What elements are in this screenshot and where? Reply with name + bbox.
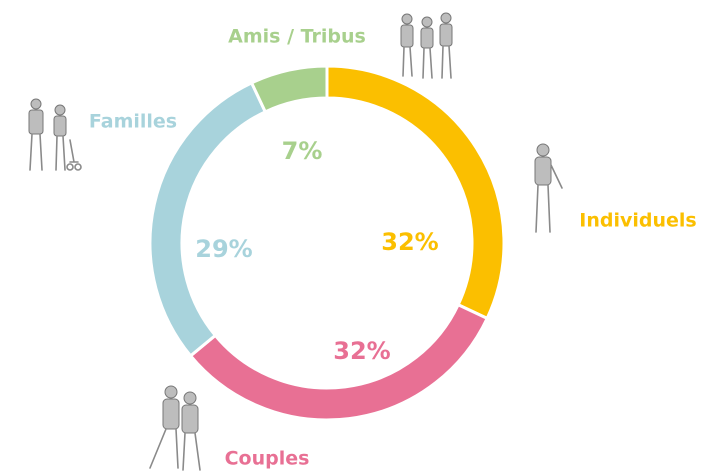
illustration-couple — [149, 385, 201, 471]
value-label: 29% — [195, 235, 252, 263]
category-label: Couples — [225, 448, 310, 470]
category-label: Individuels — [579, 210, 696, 232]
category-label: Amis / Tribus — [228, 26, 366, 48]
illustration-individual — [534, 143, 563, 233]
illustration-family — [28, 98, 82, 171]
donut-segment — [325, 64, 506, 321]
value-label: 32% — [333, 337, 390, 365]
value-label: 7% — [282, 137, 323, 165]
donut-segment — [249, 64, 329, 114]
category-label: Familles — [89, 111, 177, 133]
illustrations — [28, 12, 563, 471]
illustration-friends — [400, 12, 453, 79]
value-label: 32% — [381, 228, 438, 256]
